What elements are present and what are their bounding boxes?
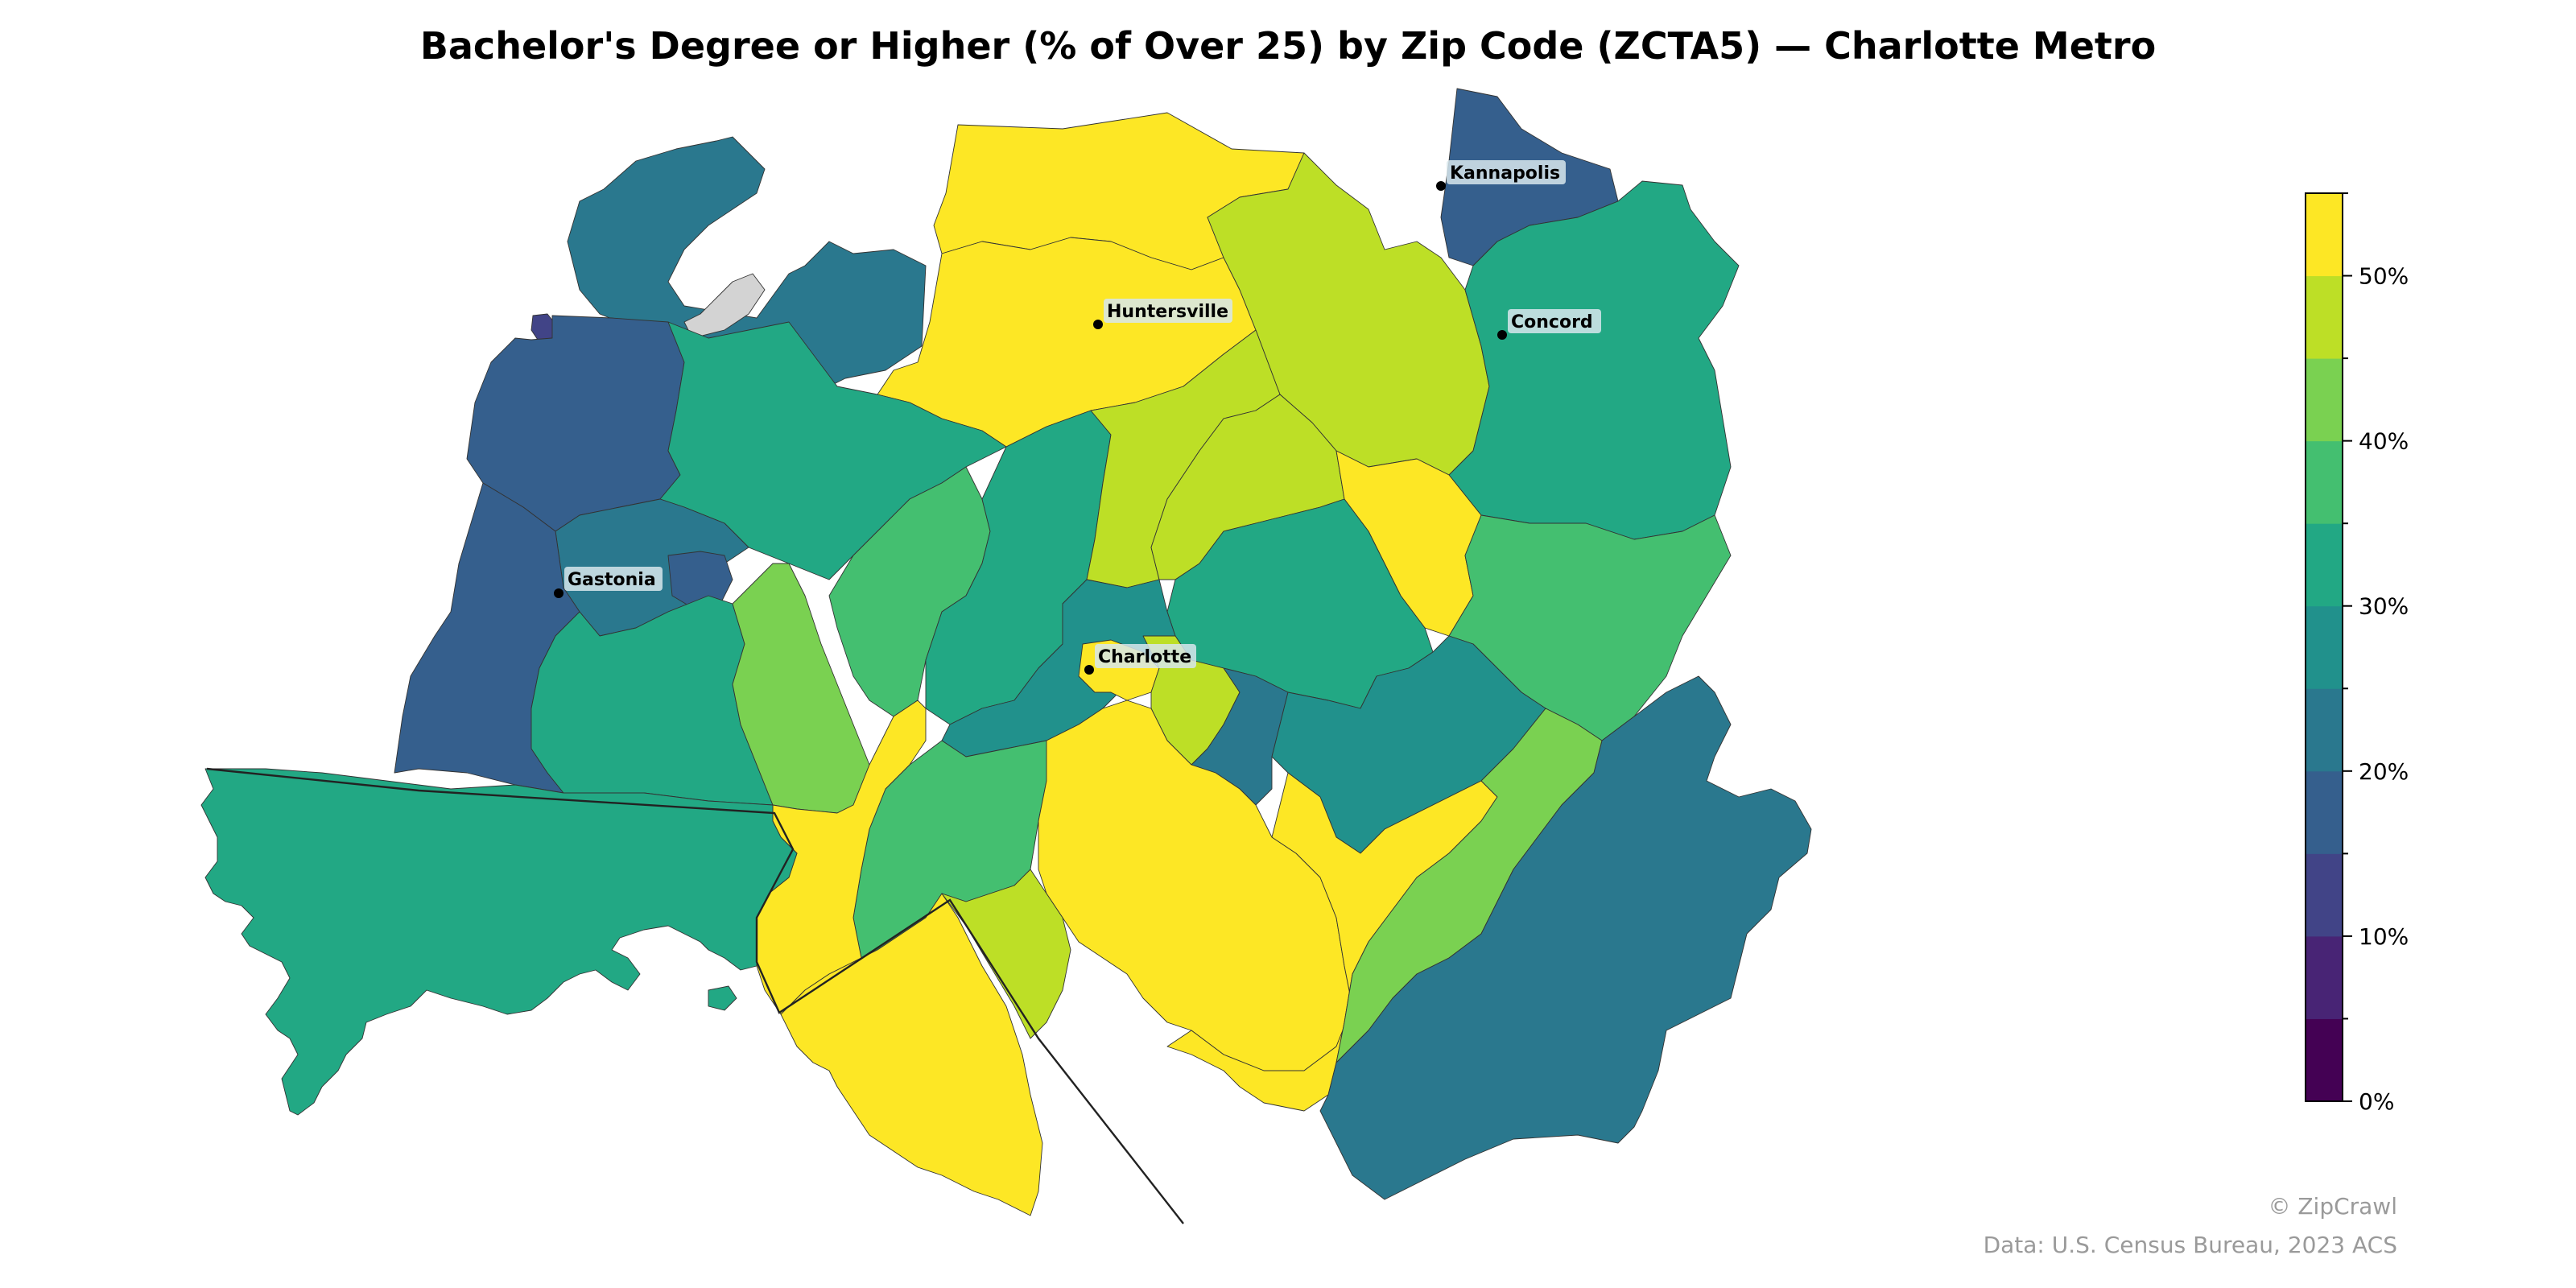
- colorbar-tick-label: 20%: [2359, 758, 2409, 785]
- colorbar-band: [2306, 853, 2343, 937]
- city-dot: [554, 588, 564, 598]
- city-marker-concord: Concord: [1497, 309, 1601, 340]
- city-marker-kannapolis: Kannapolis: [1436, 160, 1566, 191]
- colorbar-band: [2306, 523, 2343, 607]
- city-label-concord: Concord: [1511, 312, 1593, 332]
- zip-fort-mill: [780, 893, 1043, 1216]
- zip-no-data-zone: [683, 273, 766, 339]
- colorbar-tick-label: 0%: [2359, 1088, 2394, 1115]
- city-dot: [1093, 320, 1103, 329]
- credit-text: © ZipCrawl: [2268, 1193, 2397, 1220]
- colorbar-frame: [2305, 192, 2343, 1102]
- city-markers: Kannapolis Huntersville Concord Gastonia…: [554, 160, 1601, 675]
- city-marker-gastonia: Gastonia: [554, 567, 663, 598]
- colorbar-band: [2306, 275, 2343, 359]
- colorbar-tick-label: 40%: [2359, 428, 2409, 455]
- state-border-line: [206, 767, 1184, 1224]
- colorbar-band: [2306, 935, 2343, 1019]
- zip-union-county: [1319, 675, 1812, 1200]
- zip-york-county: [200, 768, 798, 1116]
- zip-pineville-sliver: [941, 869, 1071, 1039]
- city-marker-charlotte: Charlotte: [1084, 644, 1196, 675]
- colorbar-band: [2306, 358, 2343, 442]
- city-label-huntersville: Huntersville: [1107, 302, 1228, 322]
- zip-small-purple-zone: [530, 313, 555, 341]
- city-marker-huntersville: Huntersville: [1093, 299, 1232, 329]
- city-label-background: [1508, 309, 1601, 333]
- colorbar-band: [2306, 440, 2343, 524]
- colorbar-tick-label: 30%: [2359, 593, 2409, 620]
- city-label-background: [1095, 644, 1196, 668]
- colorbar-band: [2306, 605, 2343, 689]
- city-dot: [1084, 665, 1094, 675]
- colorbar-legend: 0% 10% 20% 30% 40% 50%: [2305, 192, 2409, 1115]
- city-label-background: [1104, 299, 1232, 323]
- zip-gastonia-east-small: [667, 551, 733, 609]
- colorbar-band: [2306, 688, 2343, 772]
- colorbar-ticks: 0% 10% 20% 30% 40% 50%: [2343, 192, 2409, 1115]
- colorbar-bands: [2306, 193, 2343, 1102]
- city-label-background: [1447, 160, 1566, 184]
- map-title: Bachelor's Degree or Higher (% of Over 2…: [419, 24, 2157, 68]
- source-text: Data: U.S. Census Bureau, 2023 ACS: [1983, 1232, 2397, 1258]
- city-label-kannapolis: Kannapolis: [1450, 163, 1560, 184]
- city-dot: [1497, 330, 1507, 340]
- city-dot: [1436, 181, 1446, 191]
- city-label-gastonia: Gastonia: [568, 570, 656, 590]
- colorbar-band: [2306, 193, 2343, 277]
- city-label-charlotte: Charlotte: [1098, 647, 1191, 667]
- colorbar-tick-label: 50%: [2359, 263, 2409, 290]
- colorbar-band: [2306, 770, 2343, 854]
- colorbar-tick-label: 10%: [2359, 923, 2409, 950]
- city-label-background: [564, 567, 663, 591]
- colorbar-band: [2306, 1018, 2343, 1102]
